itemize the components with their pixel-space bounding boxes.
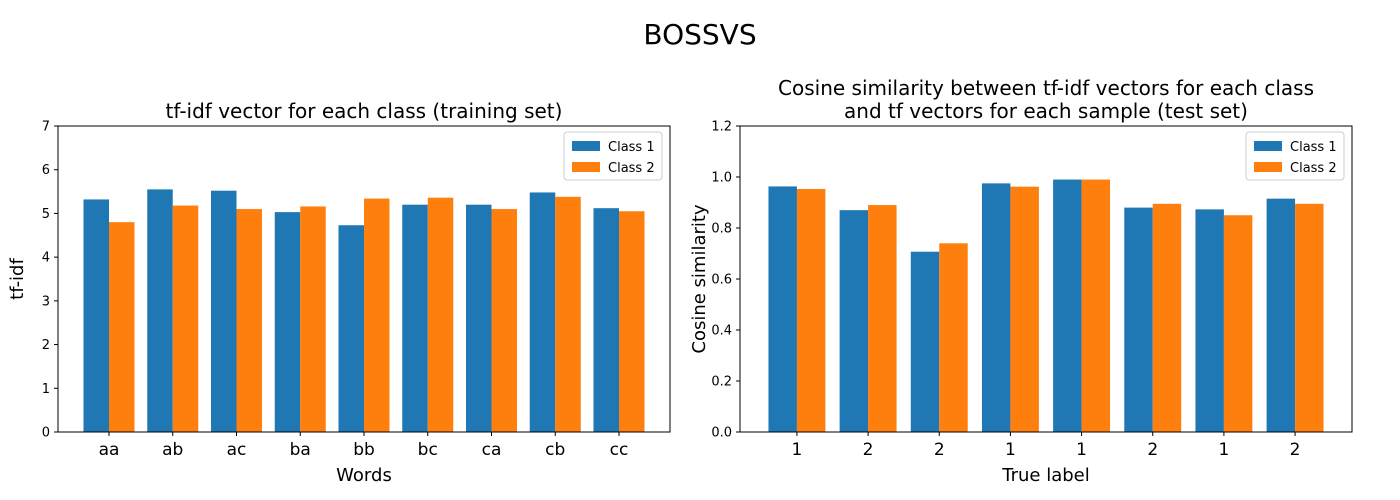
x-tick-label: 1 [1076, 440, 1087, 460]
figure-suptitle: BOSSVS [643, 18, 757, 51]
chart-title-line: Cosine similarity between tf-idf vectors… [778, 76, 1314, 100]
bar-class-2-7 [491, 209, 517, 432]
x-axis-label: Words [336, 465, 392, 486]
legend-swatch [1254, 162, 1282, 172]
x-tick-label: cb [545, 440, 565, 460]
y-tick-label: 0.2 [711, 375, 732, 390]
y-tick-label: 5 [42, 207, 50, 222]
y-tick-label: 1 [42, 382, 50, 397]
x-tick-label: 2 [1147, 440, 1158, 460]
x-tick-label: 1 [1005, 440, 1016, 460]
y-tick-label: 6 [42, 163, 50, 178]
bar-class-2-6 [1152, 203, 1182, 432]
legend: Class 1 Class 2 [1245, 131, 1345, 181]
bar-class-1-7 [1195, 209, 1224, 432]
bar-class-1-6 [402, 204, 428, 432]
chart-title-line: and tf vectors for each sample (test set… [844, 99, 1248, 123]
y-axis-label: tf-idf [7, 258, 28, 300]
bar-class-2-5 [364, 198, 390, 432]
bar-class-1-3 [211, 190, 237, 432]
x-tick-label: ab [162, 440, 183, 460]
y-tick-label: 3 [42, 294, 50, 309]
x-tick-label: ac [227, 440, 247, 460]
y-tick-label: 0.4 [711, 324, 732, 339]
bar-class-2-8 [555, 196, 581, 432]
x-axis-label: True label [1001, 465, 1090, 486]
bar-class-2-5 [1081, 179, 1111, 432]
x-tick-label: 2 [934, 440, 945, 460]
chart-1: 0 1 2 3 4 5 6 7 aa ab ac ba bb bc ca cb cc Words tf-idf tf-… [7, 99, 671, 486]
x-tick-label: ba [290, 440, 311, 460]
bar-class-2-7 [1223, 215, 1253, 432]
x-tick-label: 1 [1218, 440, 1229, 460]
x-tick-label: 1 [792, 440, 803, 460]
legend-label: Class 2 [1290, 161, 1337, 176]
legend-label: Class 1 [1290, 140, 1337, 155]
bar-class-1-4 [274, 212, 301, 432]
x-tick-label: aa [99, 440, 120, 460]
bar-class-2-2 [868, 205, 897, 432]
x-tick-label: cc [610, 440, 629, 460]
y-tick-label: 7 [42, 120, 50, 135]
bar-class-1-2 [147, 189, 173, 432]
legend-label: Class 2 [608, 161, 655, 176]
bar-class-2-4 [1010, 186, 1039, 432]
bar-class-2-1 [109, 222, 135, 432]
bar-class-2-2 [172, 205, 199, 432]
bar-class-1-9 [593, 208, 619, 432]
y-axis-label: Cosine similarity [689, 204, 710, 354]
bar-class-2-9 [619, 211, 645, 432]
bar-class-2-6 [427, 197, 454, 432]
x-tick-label: ca [482, 440, 502, 460]
y-tick-label: 0.6 [711, 273, 732, 288]
y-tick-label: 1.2 [711, 120, 732, 135]
bar-class-2-3 [236, 209, 262, 432]
chart-2: 0.0 0.2 0.4 0.6 0.8 1.0 1.2 1 2 2 1 1 2 1 2 True label C… [689, 76, 1353, 486]
bar-class-1-2 [839, 210, 869, 432]
y-tick-label: 0.0 [711, 426, 732, 441]
legend-swatch [572, 141, 600, 151]
legend-swatch [1254, 141, 1282, 151]
legend-swatch [572, 162, 600, 172]
y-tick-label: 0.8 [711, 222, 732, 237]
bar-class-2-1 [796, 188, 826, 432]
y-tick-label: 4 [42, 251, 50, 266]
bar-class-1-8 [1266, 198, 1296, 432]
chart-title-line: tf-idf vector for each class (training s… [166, 99, 563, 123]
bar-class-2-8 [1295, 203, 1324, 432]
x-tick-label: 2 [863, 440, 874, 460]
bar-class-1-5 [338, 225, 364, 432]
bar-class-1-1 [83, 199, 109, 432]
bar-class-1-8 [529, 192, 556, 432]
x-tick-label: 2 [1290, 440, 1301, 460]
bar-class-1-7 [466, 204, 492, 432]
bar-class-2-4 [300, 206, 326, 432]
y-tick-label: 2 [42, 338, 50, 353]
bar-class-1-6 [1124, 207, 1153, 432]
bar-class-1-3 [910, 251, 940, 432]
y-tick-label: 0 [42, 426, 50, 441]
bar-class-2-3 [939, 243, 968, 432]
bar-class-1-4 [981, 183, 1011, 433]
legend: Class 1 Class 2 [563, 131, 663, 181]
legend-label: Class 1 [608, 140, 655, 155]
y-tick-label: 1.0 [711, 171, 732, 186]
bar-class-1-1 [768, 186, 797, 432]
bar-class-1-5 [1053, 179, 1082, 432]
x-tick-label: bc [418, 440, 438, 460]
x-tick-label: bb [353, 440, 375, 460]
